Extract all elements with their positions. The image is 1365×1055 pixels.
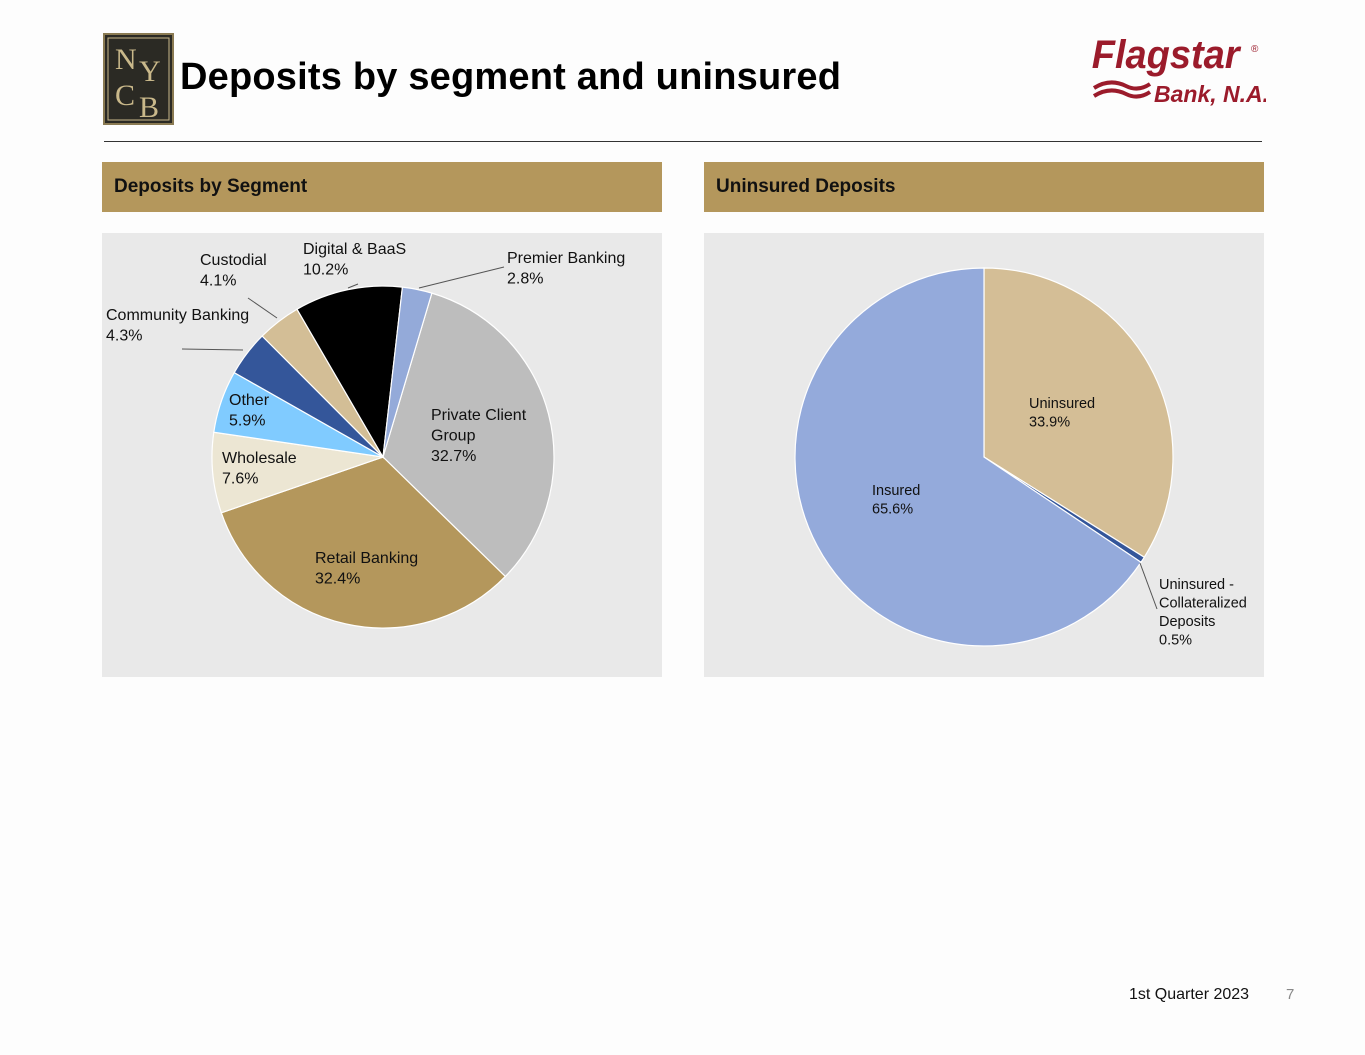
svg-text:Bank, N.A.: Bank, N.A.	[1154, 81, 1266, 107]
svg-text:®: ®	[1251, 44, 1259, 55]
pie-slice-private-client-group	[382, 292, 555, 578]
pie-slice-digital-and-baas	[296, 285, 404, 459]
data-label-digital-and-baas: Digital & BaaS 10.2%	[303, 241, 406, 279]
svg-text:N: N	[115, 43, 137, 76]
data-label-insured: Insured 65.6%	[872, 483, 920, 518]
leader-line-uninsured-collateralized-deposits	[1139, 562, 1158, 610]
header-divider	[104, 141, 1262, 142]
data-label-other: Other 5.9%	[229, 392, 270, 430]
page-number: 7	[1286, 986, 1295, 1003]
flagstar-logo: Flagstar ® Bank, N.A.	[1088, 30, 1269, 110]
pie-slice-insured	[794, 267, 1142, 647]
nycb-logo-mark: N Y C B	[107, 37, 170, 124]
data-label-community-banking: Community Banking 4.3%	[106, 307, 249, 345]
uninsured-panel-header: Uninsured Deposits	[704, 162, 1264, 212]
svg-text:Y: Y	[139, 55, 161, 88]
page-title: Deposits by segment and uninsured	[180, 56, 842, 98]
leader-line-digital-and-baas	[347, 283, 359, 289]
segment-panel-header: Deposits by Segment	[102, 162, 662, 212]
data-label-custodial: Custodial 4.1%	[200, 252, 267, 290]
leader-line-custodial	[247, 297, 278, 319]
pie-slice-premier-banking	[382, 286, 433, 458]
data-label-retail-banking: Retail Banking 32.4%	[315, 550, 418, 588]
data-label-uninsured: Uninsured 33.9%	[1029, 396, 1095, 431]
footer-period: 1st Quarter 2023	[1129, 986, 1250, 1003]
leader-line-premier-banking	[418, 266, 505, 289]
leader-line-community-banking	[181, 348, 244, 351]
pie-slice-retail-banking	[220, 456, 507, 629]
data-label-wholesale: Wholesale 7.6%	[222, 450, 297, 488]
uninsured-pie-chart: Uninsured 33.9% Uninsured -Collateralized D…	[794, 267, 1247, 649]
svg-text:C: C	[115, 79, 135, 112]
data-label-premier-banking: Premier Banking 2.8%	[507, 250, 625, 288]
segment-pie-chart: Private Client Group 32.7% Retail Banking 32…	[106, 241, 625, 629]
svg-text:Flagstar: Flagstar	[1092, 33, 1242, 77]
flagstar-logo-mark: Flagstar ® Bank, N.A.	[1092, 33, 1269, 107]
data-label-private-client-group: Private Client Group 32.7%	[431, 407, 527, 465]
pie-slice-uninsured	[983, 267, 1174, 559]
data-label-uninsured-collateralized-deposits: Uninsured -Collateralized Deposits 0.5%	[1159, 577, 1247, 649]
svg-text:B: B	[139, 91, 159, 123]
nycb-logo: N Y C B	[103, 33, 174, 125]
